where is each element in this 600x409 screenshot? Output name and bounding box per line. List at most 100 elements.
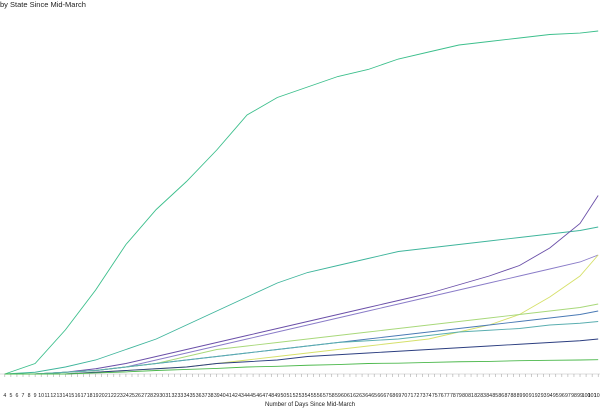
series-line [4,226,599,375]
x-tick-label: 94 [547,393,553,399]
x-tick-label: 63 [359,393,365,399]
x-tick-label: 62 [353,393,359,399]
x-tick-label: 101 [588,393,597,399]
x-tick-label: 91 [529,393,535,399]
x-tick-label: 11 [45,393,50,399]
x-tick-label: 61 [347,393,353,399]
x-tick-label: 25 [129,393,135,399]
x-tick-label: 77 [444,393,450,399]
x-tick-label: 78 [450,393,456,399]
x-tick-label: 58 [329,393,335,399]
x-tick-label: 54 [305,393,311,399]
x-tick-label: 87 [504,393,510,399]
x-tick-label: 15 [69,393,75,399]
x-tick-label: 42 [232,393,238,399]
x-tick-label: 46 [256,393,262,399]
x-tick-label: 9 [34,393,37,399]
x-tick-label: 13 [56,393,62,399]
x-tick-label: 71 [408,393,414,399]
x-tick-label: 35 [190,393,196,399]
x-tick-label: 26 [135,393,141,399]
x-tick-label: 95 [553,393,559,399]
series-line [4,195,599,375]
x-tick-label: 79 [456,393,462,399]
x-tick-label: 40 [220,393,226,399]
x-tick-label: 37 [202,393,208,399]
chart-title: by State Since Mid-March [0,0,86,9]
x-tick-label: 85 [492,393,498,399]
x-tick-label: 70 [402,393,408,399]
x-tick-label: 8 [28,393,31,399]
series-line [4,359,599,375]
x-tick-label: 74 [426,393,432,399]
x-tick-label: 96 [559,393,565,399]
x-tick-label: 4 [3,393,6,399]
x-tick-label: 21 [105,393,111,399]
x-tick-label: 83 [480,393,486,399]
x-tick-label: 5 [9,393,12,399]
series-line [4,254,599,375]
x-tick-label: 64 [365,393,371,399]
x-tick-label: 51 [287,393,293,399]
series-line [4,338,599,375]
x-tick-label: 53 [299,393,305,399]
x-tick-label: 59 [335,393,341,399]
x-tick-label: 22 [111,393,117,399]
x-tick-label: 66 [377,393,383,399]
x-tick-label: 20 [99,393,105,399]
x-tick-label: 29 [153,393,159,399]
x-tick-label: 50 [280,393,286,399]
x-tick-label: 82 [474,393,480,399]
x-tick-label: 67 [383,393,389,399]
x-tick-label: 75 [432,393,438,399]
x-tick-label: 28 [147,393,153,399]
x-tick-label: 38 [208,393,214,399]
x-tick-label: 81 [468,393,474,399]
x-tick-label: 99 [577,393,583,399]
x-tick-label: 88 [511,393,517,399]
x-tick-label: 10 [38,393,44,399]
x-tick-label: 43 [238,393,244,399]
series-line [4,310,599,375]
x-tick-label: 57 [323,393,329,399]
x-tick-label: 69 [395,393,401,399]
x-tick-label: 6 [16,393,19,399]
x-tick-label: 44 [244,393,250,399]
x-tick-label: 100 [582,393,591,399]
x-tick-label: 19 [93,393,99,399]
x-tick-label: 60 [341,393,347,399]
x-tick-label: 89 [517,393,523,399]
x-tick-label: 76 [438,393,444,399]
series-line [4,303,599,375]
x-tick-label: 73 [420,393,426,399]
x-tick-label: 84 [486,393,492,399]
x-tick-label: 18 [87,393,93,399]
x-tick-label: 34 [184,393,190,399]
x-tick-label: 52 [293,393,299,399]
x-tick-label: 45 [250,393,256,399]
x-tick-label: 98 [571,393,577,399]
x-tick-label: 12 [50,393,56,399]
x-tick-label: 23 [117,393,123,399]
x-axis-label: Number of Days Since Mid-March [265,402,355,408]
x-tick-label: 41 [226,393,232,399]
x-tick-label: 80 [462,393,468,399]
x-tick-label: 33 [178,393,184,399]
series-line [4,321,599,375]
x-tick-label: 24 [123,393,129,399]
x-tick-label: 14 [62,393,68,399]
x-tick-label: 47 [262,393,268,399]
series-line [4,30,599,375]
x-tick-label: 65 [371,393,377,399]
x-tick-label: 92 [535,393,541,399]
x-tick-label: 49 [274,393,280,399]
x-tick-label: 16 [75,393,81,399]
x-tick-label: 68 [389,393,395,399]
x-tick-label: 93 [541,393,547,399]
x-tick-label: 32 [171,393,177,399]
x-tick-label: 31 [165,393,171,399]
x-tick-label: 56 [317,393,323,399]
x-tick-label: 30 [159,393,165,399]
x-tick-label: 55 [311,393,317,399]
